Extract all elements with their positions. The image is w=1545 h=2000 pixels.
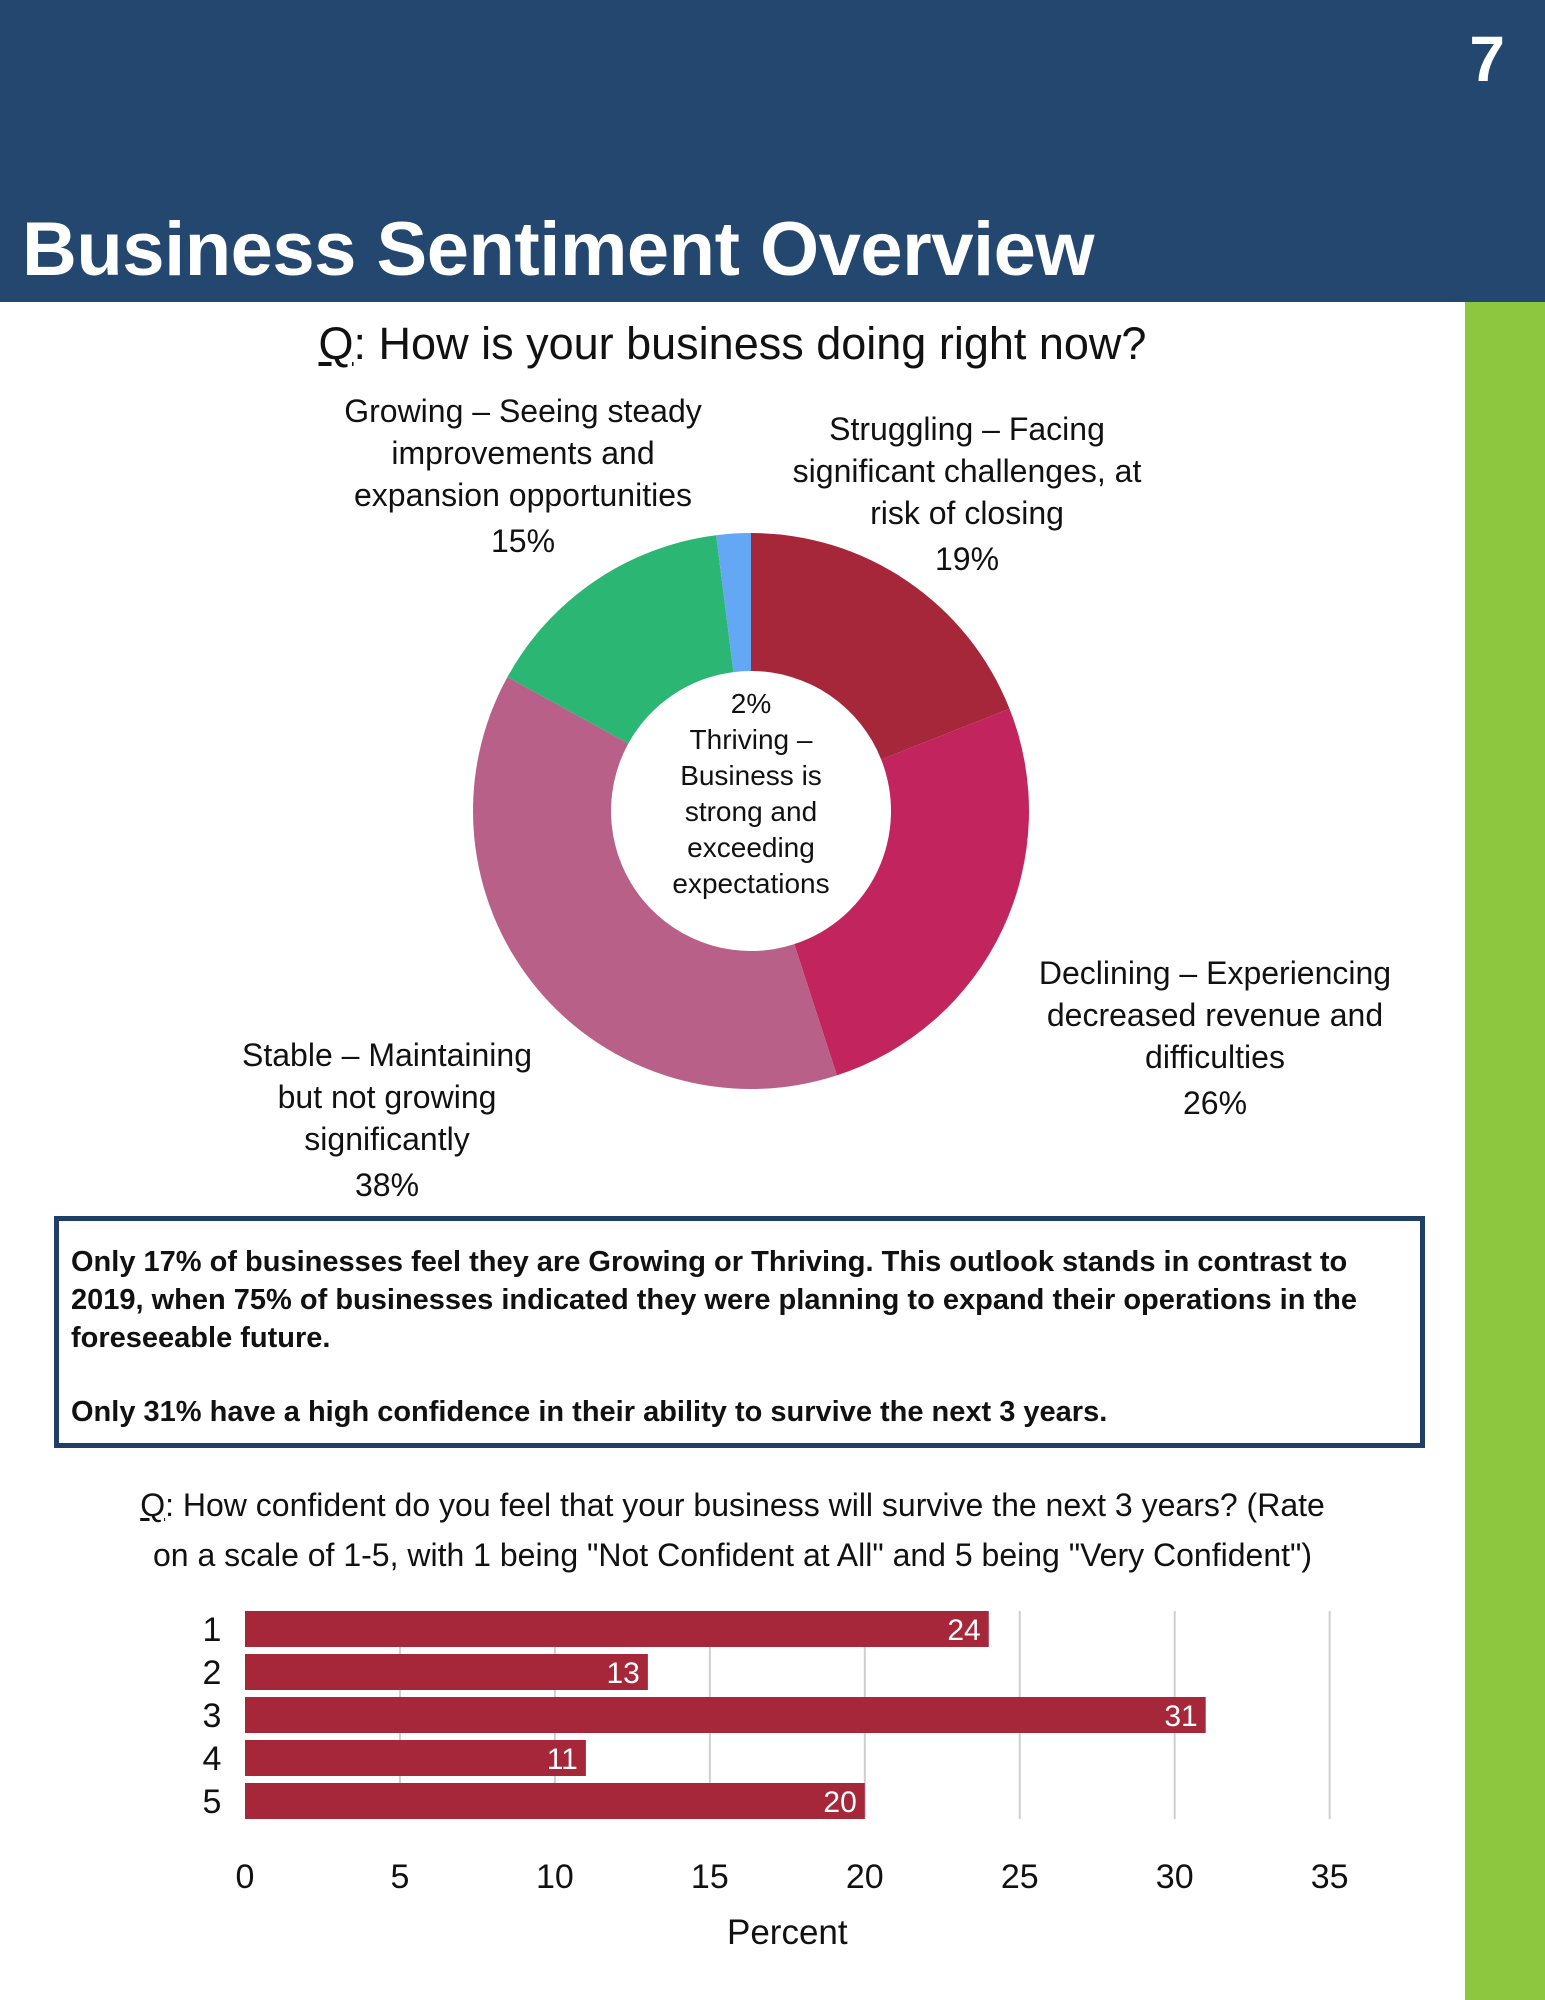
slice-value-label: 19% [934,541,1000,577]
donut-slice-4 [716,533,751,673]
bar-1 [245,1611,989,1647]
slice-label-line: Declining – Experiencing [1038,955,1392,991]
bar-value-label: 31 [1164,1700,1197,1733]
bar-value-label: 13 [606,1657,639,1690]
callout-text-2: Only 31% have a high confidence in their… [71,1396,1108,1428]
slice-label-line: significant challenges, at [792,453,1142,489]
slice-label-line: risk of closing [870,495,1064,531]
y-category-label: 1 [203,1611,222,1649]
slice-value-label: 26% [1182,1085,1248,1121]
slice-label-line: expectations [672,868,830,899]
bar-value-label: 11 [547,1743,578,1776]
question-2: Q: How confident do you feel that your b… [0,1480,1465,1580]
donut-label-1: Declining – Experiencing decreased revenu… [1039,952,1391,1124]
x-tick-label: 5 [390,1858,409,1896]
donut-chart [473,533,1029,1089]
x-axis-label: Percent [727,1913,848,1952]
donut-slice-3 [507,535,734,744]
slice-label-line: Thriving – [689,724,813,755]
slice-label-line: strong and [684,796,818,827]
question-prefix: Q [318,318,354,369]
donut-slice-0 [751,533,1010,760]
bar-3 [245,1697,1206,1733]
donut-label-3: Growing – Seeing steady improvements and e… [344,390,702,562]
y-category-label: 5 [203,1783,222,1821]
donut-slice-2 [473,677,837,1089]
donut-slice-1 [794,708,1029,1076]
slice-label-line: difficulties [1145,1039,1285,1075]
slice-label-line: exceeding [687,832,815,863]
callout-box: Only 17% of businesses feel they are Gro… [54,1216,1425,1448]
x-tick-label: 35 [1311,1858,1349,1896]
y-category-label: 2 [203,1654,222,1692]
slice-label-line: Struggling – Facing [829,411,1105,447]
slice-label-line: significantly [304,1121,470,1157]
donut-label-0: Struggling – Facing significant challenge… [793,408,1142,580]
callout-text-1: Only 17% of businesses feel they are Gro… [71,1246,1357,1354]
bar-4 [245,1740,586,1776]
slice-label-line: decreased revenue and [1046,997,1384,1033]
slice-label-line: expansion opportunities [353,477,693,513]
donut-label-4: 2% Thriving – Business is strong and exceedi… [672,686,829,902]
x-tick-label: 25 [1001,1858,1039,1896]
x-tick-label: 0 [236,1858,255,1896]
question-text-2: on a scale of 1-5, with 1 being "Not Con… [152,1537,1313,1573]
x-tick-label: 20 [846,1858,884,1896]
slice-label-line: but not growing [277,1079,497,1115]
bar-5 [245,1783,865,1819]
donut-label-2: Stable – Maintaining but not growing signi… [242,1034,532,1206]
page-title: Business Sentiment Overview [22,207,1095,292]
x-tick-label: 30 [1156,1858,1194,1896]
slice-value-label: 15% [490,523,556,559]
page-number: 7 [1469,23,1505,95]
slice-label-line: Business is [680,760,822,791]
question-text: : How is your business doing right now? [353,318,1147,369]
page-header: 7 Business Sentiment Overview [0,0,1545,302]
x-tick-label: 15 [691,1858,729,1896]
slice-label-line: Stable – Maintaining [242,1037,532,1073]
accent-sidebar [1465,302,1545,2000]
bar-value-label: 24 [947,1614,980,1647]
slice-label-line: Growing – Seeing steady [344,393,702,429]
slice-value-label: 2% [730,688,772,719]
bar-value-label: 20 [823,1786,856,1819]
question-1: Q: How is your business doing right now? [0,318,1465,370]
slice-label-line: improvements and [391,435,655,471]
x-tick-label: 10 [536,1858,574,1896]
y-category-label: 3 [203,1697,222,1735]
question-text: : How confident do you feel that your bu… [165,1487,1325,1523]
bar-2 [245,1654,648,1690]
slice-value-label: 38% [354,1167,420,1203]
question-prefix: Q [140,1487,166,1523]
y-category-label: 4 [203,1740,222,1778]
